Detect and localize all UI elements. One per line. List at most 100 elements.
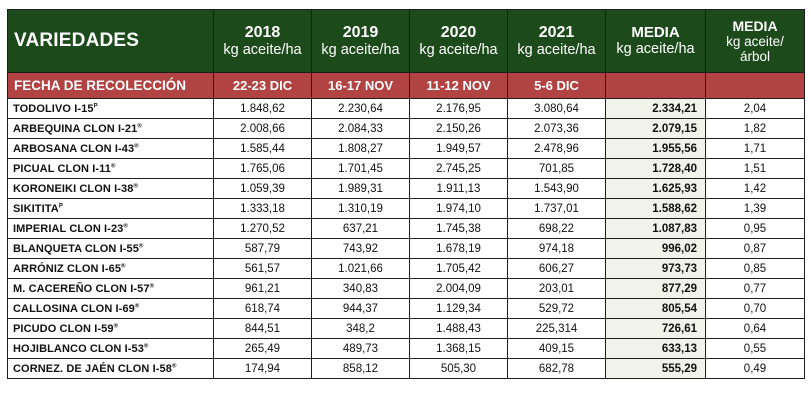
- trademark-mark: P: [93, 102, 98, 109]
- yield-2021: 2.478,96: [507, 138, 606, 159]
- variety-name: HOJIBLANCO CLON I-53®: [7, 338, 214, 359]
- year-label: 2021: [538, 23, 575, 41]
- year-header-2020: 2020 kg aceite/ha: [409, 9, 508, 73]
- yield-2018: 961,21: [213, 278, 312, 299]
- variety-label: ARBEQUINA CLON I-21: [13, 122, 138, 135]
- yield-2018: 1.585,44: [213, 138, 312, 159]
- table-row: CALLOSINA CLON I-69® 618,74 944,37 1.129,34…: [7, 298, 805, 319]
- yield-2018: 1.333,18: [213, 198, 312, 219]
- yield-2020: 1.974,10: [409, 198, 508, 219]
- yield-2020: 2.745,25: [409, 158, 508, 179]
- table-row: M. CACEREÑO CLON I-57® 961,21 340,83 2.004,…: [7, 278, 805, 299]
- media-tree: 0,49: [705, 358, 805, 379]
- trademark-mark: ®: [143, 342, 149, 349]
- yield-2020: 1.368,15: [409, 338, 508, 359]
- media-tree: 0,64: [705, 318, 805, 339]
- olive-yield-table: VARIEDADES 2018 kg aceite/ha 2019 kg ace…: [7, 9, 805, 379]
- variety-name: PICUAL CLON I-11®: [7, 158, 214, 179]
- yield-2021: 701,85: [507, 158, 606, 179]
- table-row: SIKITITAP 1.333,18 1.310,19 1.974,10 1.737,0…: [7, 198, 805, 219]
- yield-2021: 409,15: [507, 338, 606, 359]
- table-row: BLANQUETA CLON I-55® 587,79 743,92 1.678,19…: [7, 238, 805, 259]
- yield-2019: 1.701,45: [311, 158, 410, 179]
- media-ha: 1.728,40: [605, 158, 706, 179]
- variety-label: BLANQUETA CLON I-55: [13, 242, 139, 255]
- media-ha: 1.625,93: [605, 178, 706, 199]
- media-ha: 633,13: [605, 338, 706, 359]
- harvest-date: 5-6 DIC: [507, 72, 606, 99]
- yield-2020: 1.129,34: [409, 298, 508, 319]
- unit-label: kg aceite/ha: [616, 41, 695, 57]
- variety-name: SIKITITAP: [7, 198, 214, 219]
- media-tree: 1,71: [705, 138, 805, 159]
- yield-2020: 2.004,09: [409, 278, 508, 299]
- variety-name: CALLOSINA CLON I-69®: [7, 298, 214, 319]
- table-row: ARBOSANA CLON I-43® 1.585,44 1.808,27 1.949…: [7, 138, 805, 159]
- trademark-mark: ®: [134, 142, 139, 149]
- yield-2021: 606,27: [507, 258, 606, 279]
- media-tree: 1,42: [705, 178, 805, 199]
- harvest-date-empty: [705, 72, 805, 99]
- year-label: 2019: [342, 23, 379, 41]
- media-tree: 0,95: [705, 218, 805, 239]
- media-title: MEDIA: [732, 17, 778, 34]
- yield-2019: 2.230,64: [311, 98, 410, 119]
- yield-2018: 1.270,52: [213, 218, 312, 239]
- variety-label: PICUAL CLON I-11: [13, 162, 111, 175]
- yield-2018: 2.008,66: [213, 118, 312, 139]
- table-row: PICUAL CLON I-11® 1.765,06 1.701,45 2.745,2…: [7, 158, 805, 179]
- yield-2021: 698,22: [507, 218, 606, 239]
- yield-2018: 587,79: [213, 238, 312, 259]
- table-row: ARRÓNIZ CLON I-65® 561,57 1.021,66 1.705,42…: [7, 258, 805, 279]
- yield-2021: 225,314: [507, 318, 606, 339]
- table-body: TODOLIVO I-15P 1.848,62 2.230,64 2.176,95 3.…: [7, 98, 805, 379]
- yield-2019: 489,73: [311, 338, 410, 359]
- variety-label: HOJIBLANCO CLON I-53: [13, 342, 144, 355]
- variety-name: ARBEQUINA CLON I-21®: [7, 118, 214, 139]
- variety-name: KORONEIKI CLON I-38®: [7, 178, 214, 199]
- harvest-date-label: FECHA DE RECOLECCIÓN: [7, 72, 214, 99]
- variety-label: KORONEIKI CLON I-38: [13, 182, 134, 195]
- yield-2019: 340,83: [311, 278, 410, 299]
- table-row: ARBEQUINA CLON I-21® 2.008,66 2.084,33 2.15…: [7, 118, 805, 139]
- yield-2021: 974,18: [507, 238, 606, 259]
- yield-2020: 1.705,42: [409, 258, 508, 279]
- yield-2019: 2.084,33: [311, 118, 410, 139]
- yield-table-container: VARIEDADES 2018 kg aceite/ha 2019 kg ace…: [7, 9, 805, 398]
- unit-label: kg aceite/ha: [419, 41, 498, 58]
- yield-2021: 3.080,64: [507, 98, 606, 119]
- media-tree: 1,51: [705, 158, 805, 179]
- yield-2020: 1.488,43: [409, 318, 508, 339]
- variety-label: PICUDO CLON I-59: [13, 322, 114, 335]
- yield-2021: 529,72: [507, 298, 606, 319]
- media-ha: 726,61: [605, 318, 706, 339]
- harvest-date: 16-17 NOV: [311, 72, 410, 99]
- yield-2019: 944,37: [311, 298, 410, 319]
- media-ha: 1.087,83: [605, 218, 706, 239]
- yield-2021: 1.543,90: [507, 178, 606, 199]
- year-label: 2018: [244, 23, 281, 41]
- variety-name: CORNEZ. DE JAÉN CLON I-58®: [7, 358, 214, 379]
- trademark-mark: ®: [149, 282, 155, 289]
- variety-name: BLANQUETA CLON I-55®: [7, 238, 214, 259]
- media-tree: 0,87: [705, 238, 805, 259]
- trademark-mark: ®: [138, 242, 144, 249]
- trademark-mark: ®: [110, 162, 116, 169]
- yield-2018: 265,49: [213, 338, 312, 359]
- media-ha: 2.334,21: [605, 98, 706, 119]
- media-tree: 1,39: [705, 198, 805, 219]
- unit-label: kg aceite/ha: [223, 41, 302, 58]
- media-ha: 877,29: [605, 278, 706, 299]
- yield-2021: 203,01: [507, 278, 606, 299]
- year-label: 2020: [440, 23, 477, 41]
- harvest-date-empty: [605, 72, 706, 99]
- variety-name: IMPERIAL CLON I-23®: [7, 218, 214, 239]
- yield-2020: 1.911,13: [409, 178, 508, 199]
- trademark-mark: P: [58, 202, 63, 209]
- unit-label: kg aceite/ha: [517, 41, 596, 58]
- yield-2021: 1.737,01: [507, 198, 606, 219]
- harvest-date-row: FECHA DE RECOLECCIÓN 22-23 DIC 16-17 NOV…: [7, 72, 805, 99]
- yield-2020: 2.176,95: [409, 98, 508, 119]
- yield-2020: 1.678,19: [409, 238, 508, 259]
- media-tree: 0,77: [705, 278, 805, 299]
